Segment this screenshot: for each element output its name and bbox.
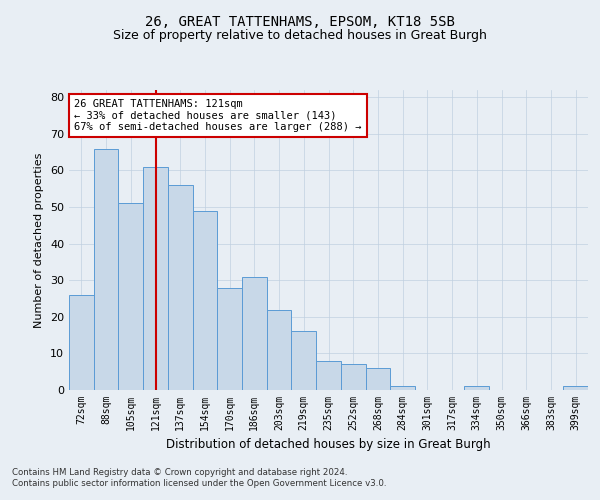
Text: 26 GREAT TATTENHAMS: 121sqm
← 33% of detached houses are smaller (143)
67% of se: 26 GREAT TATTENHAMS: 121sqm ← 33% of det… [74, 99, 362, 132]
Bar [217, 288, 242, 390]
Text: Contains public sector information licensed under the Open Government Licence v3: Contains public sector information licen… [12, 480, 386, 488]
Bar [563, 386, 588, 390]
Bar [69, 295, 94, 390]
Bar [242, 276, 267, 390]
Text: Contains HM Land Registry data © Crown copyright and database right 2024.: Contains HM Land Registry data © Crown c… [12, 468, 347, 477]
Bar [341, 364, 365, 390]
Bar [292, 332, 316, 390]
Bar [193, 210, 217, 390]
X-axis label: Distribution of detached houses by size in Great Burgh: Distribution of detached houses by size … [166, 438, 491, 452]
Bar [94, 148, 118, 390]
Bar [316, 360, 341, 390]
Bar [365, 368, 390, 390]
Bar [118, 204, 143, 390]
Bar [464, 386, 489, 390]
Text: Size of property relative to detached houses in Great Burgh: Size of property relative to detached ho… [113, 28, 487, 42]
Text: 26, GREAT TATTENHAMS, EPSOM, KT18 5SB: 26, GREAT TATTENHAMS, EPSOM, KT18 5SB [145, 16, 455, 30]
Bar [267, 310, 292, 390]
Y-axis label: Number of detached properties: Number of detached properties [34, 152, 44, 328]
Bar [168, 185, 193, 390]
Bar [390, 386, 415, 390]
Bar [143, 167, 168, 390]
